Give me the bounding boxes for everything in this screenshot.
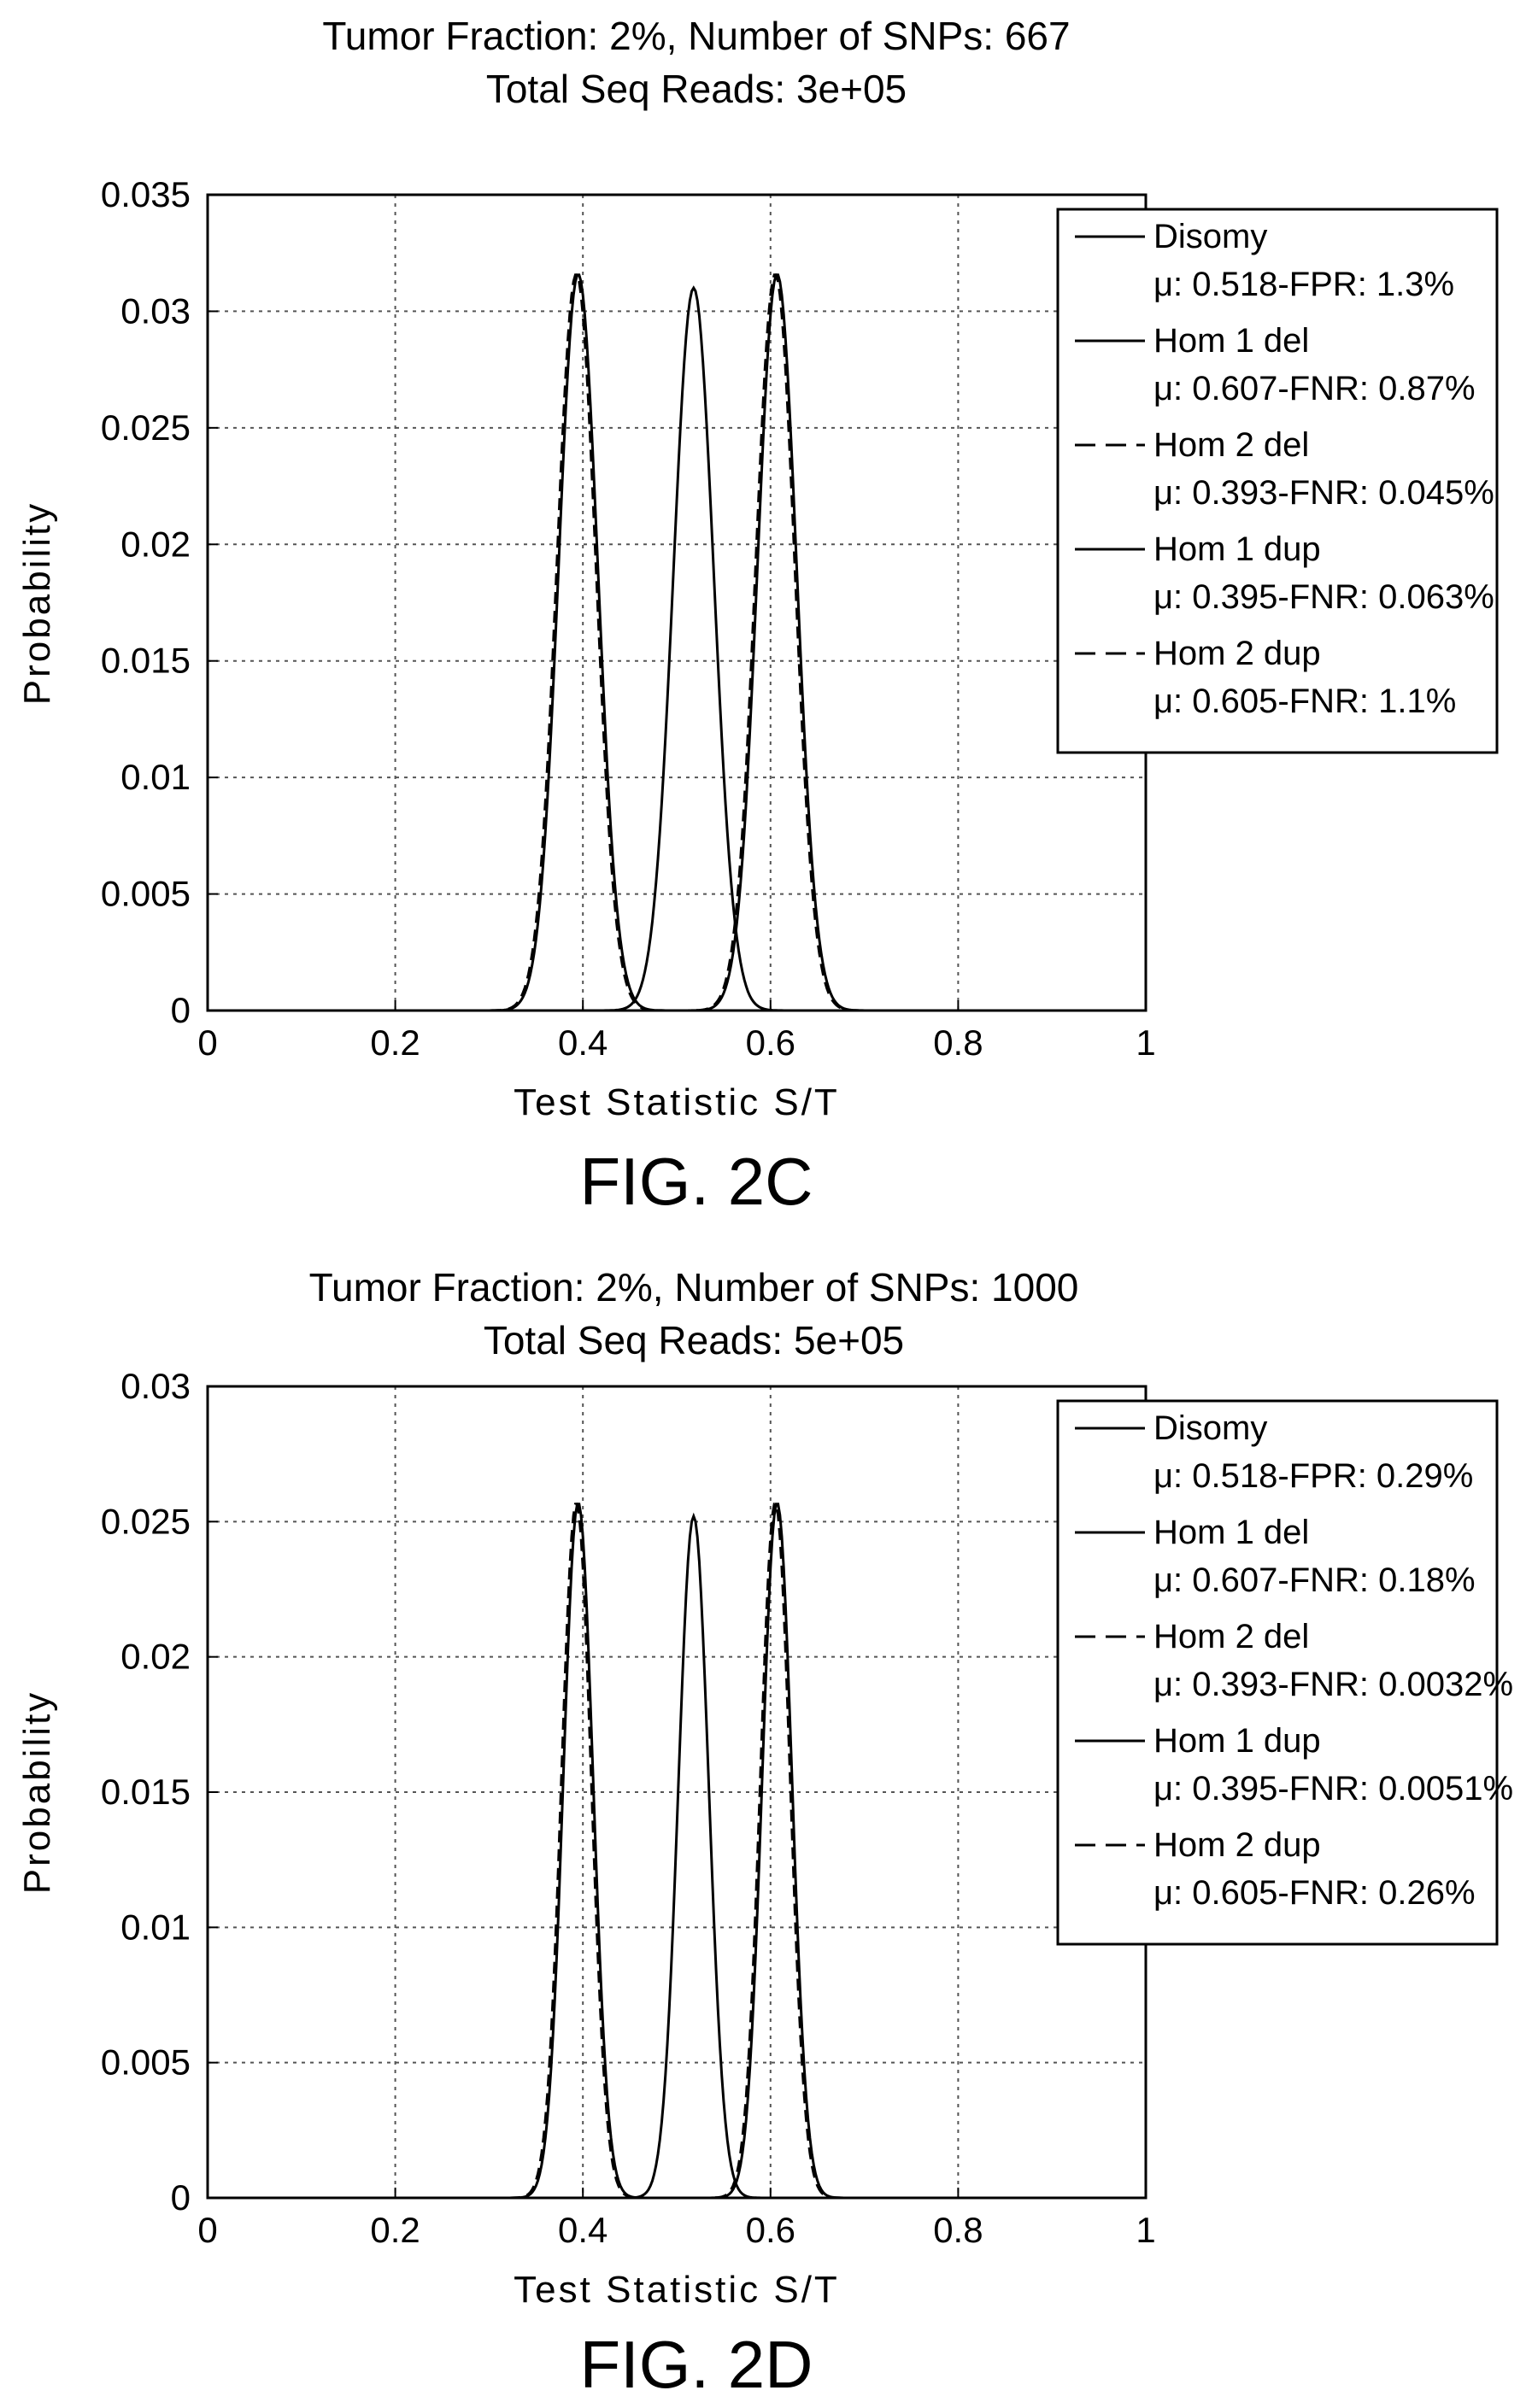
x-tick-label: 0 bbox=[197, 1022, 217, 1063]
legend-series-detail: μ: 0.605-FNR: 1.1% bbox=[1153, 683, 1456, 720]
legend: Disomy μ: 0.518-FPR: 0.29% Hom 1 del μ: 0.6… bbox=[1056, 1399, 1513, 1946]
legend-box bbox=[1056, 1399, 1499, 1946]
y-tick-label: 0.015 bbox=[101, 641, 191, 681]
legend-series-detail: μ: 0.395-FNR: 0.0051% bbox=[1153, 1770, 1513, 1807]
legend-series-name: Hom 2 del bbox=[1153, 1618, 1309, 1655]
legend-series-detail: μ: 0.605-FNR: 0.26% bbox=[1153, 1874, 1476, 1912]
legend-series-detail: μ: 0.395-FNR: 0.063% bbox=[1153, 578, 1494, 616]
y-tick-label: 0.02 bbox=[120, 524, 191, 564]
x-tick-label: 1 bbox=[1136, 2210, 1155, 2250]
y-axis-ticks: 0 0.005 0.01 0.015 0.02 0.025 0.03 bbox=[101, 1366, 218, 2218]
y-tick-label: 0 bbox=[171, 990, 191, 1030]
legend-series-name: Hom 2 del bbox=[1153, 426, 1309, 464]
figure-caption: FIG. 2D bbox=[579, 2327, 813, 2402]
y-tick-label: 0.005 bbox=[101, 874, 191, 914]
legend-entries: Disomy μ: 0.518-FPR: 1.3% Hom 1 del μ: 0.60… bbox=[1075, 218, 1494, 720]
series-line-hom-1-dup bbox=[208, 273, 1146, 1012]
y-tick-label: 0.005 bbox=[101, 2042, 191, 2083]
x-tick-label: 0.4 bbox=[558, 2210, 608, 2250]
x-tick-label: 0.8 bbox=[933, 1022, 983, 1063]
x-tick-label: 1 bbox=[1136, 1022, 1155, 1063]
legend-box bbox=[1056, 208, 1499, 754]
series-line-hom-2-del bbox=[208, 273, 1146, 1012]
x-tick-label: 0 bbox=[197, 2210, 217, 2250]
legend-series-name: Hom 2 dup bbox=[1153, 635, 1321, 672]
chart-subtitle: Total Seq Reads: 5e+05 bbox=[484, 1318, 904, 1362]
y-tick-label: 0.02 bbox=[120, 1637, 191, 1677]
y-tick-label: 0.035 bbox=[101, 174, 191, 214]
legend-series-detail: μ: 0.393-FNR: 0.0032% bbox=[1153, 1666, 1513, 1703]
legend-series-detail: μ: 0.607-FNR: 0.87% bbox=[1153, 370, 1476, 407]
y-tick-label: 0.03 bbox=[120, 1366, 191, 1406]
series-line-disomy bbox=[208, 285, 1146, 1012]
x-tick-label: 0.2 bbox=[370, 1022, 420, 1063]
chart-fig-2d: Tumor Fraction: 2%, Number of SNPs: 1000… bbox=[16, 1265, 1513, 2402]
chart-title: Tumor Fraction: 2%, Number of SNPs: 667 bbox=[322, 14, 1070, 58]
series-line-hom-1-del bbox=[208, 273, 1146, 1012]
y-tick-label: 0.01 bbox=[120, 757, 191, 797]
y-tick-label: 0.025 bbox=[101, 407, 191, 448]
y-tick-label: 0.025 bbox=[101, 1501, 191, 1541]
legend-series-name: Hom 1 dup bbox=[1153, 530, 1321, 568]
legend-entries: Disomy μ: 0.518-FPR: 0.29% Hom 1 del μ: 0.6… bbox=[1075, 1409, 1513, 1912]
grid-lines bbox=[208, 1386, 1146, 2198]
legend-series-detail: μ: 0.393-FNR: 0.045% bbox=[1153, 474, 1494, 512]
series-line-hom-2-dup bbox=[208, 273, 1146, 1012]
y-axis-label: Probability bbox=[16, 501, 58, 705]
figure-caption: FIG. 2C bbox=[579, 1144, 813, 1219]
legend: Disomy μ: 0.518-FPR: 1.3% Hom 1 del μ: 0.60… bbox=[1056, 208, 1499, 754]
series-curves bbox=[208, 1503, 1146, 2200]
legend-series-name: Disomy bbox=[1153, 218, 1267, 255]
legend-series-name: Hom 1 del bbox=[1153, 1514, 1309, 1551]
legend-series-name: Hom 2 dup bbox=[1153, 1826, 1321, 1864]
y-tick-label: 0 bbox=[171, 2177, 191, 2218]
chart-title: Tumor Fraction: 2%, Number of SNPs: 1000 bbox=[309, 1265, 1079, 1309]
x-axis-ticks: 0 0.2 0.4 0.6 0.8 1 bbox=[197, 2188, 1156, 2250]
x-tick-label: 0.6 bbox=[746, 1022, 795, 1063]
x-axis-label: Test Statistic S/T bbox=[514, 2269, 840, 2311]
x-tick-label: 0.6 bbox=[746, 2210, 795, 2250]
y-tick-label: 0.01 bbox=[120, 1907, 191, 1947]
chart-fig-2c: Tumor Fraction: 2%, Number of SNPs: 667 … bbox=[16, 14, 1499, 1219]
chart-subtitle: Total Seq Reads: 3e+05 bbox=[486, 67, 907, 111]
series-curves bbox=[208, 273, 1146, 1012]
legend-series-detail: μ: 0.607-FNR: 0.18% bbox=[1153, 1561, 1476, 1599]
legend-series-name: Hom 1 del bbox=[1153, 322, 1309, 360]
series-line-disomy bbox=[208, 1512, 1146, 2200]
legend-series-detail: μ: 0.518-FPR: 0.29% bbox=[1153, 1457, 1473, 1495]
y-tick-label: 0.03 bbox=[120, 290, 191, 331]
x-tick-label: 0.8 bbox=[933, 2210, 983, 2250]
grid-lines bbox=[208, 195, 1146, 1011]
legend-series-name: Hom 1 dup bbox=[1153, 1722, 1321, 1760]
y-tick-label: 0.015 bbox=[101, 1772, 191, 1812]
y-axis-ticks: 0 0.005 0.01 0.015 0.02 0.025 0.03 0.035 bbox=[101, 174, 218, 1030]
legend-series-detail: μ: 0.518-FPR: 1.3% bbox=[1153, 266, 1454, 303]
x-axis-ticks: 0 0.2 0.4 0.6 0.8 1 bbox=[197, 1000, 1156, 1063]
x-tick-label: 0.4 bbox=[558, 1022, 608, 1063]
plot-frame bbox=[206, 193, 1148, 1012]
x-axis-label: Test Statistic S/T bbox=[514, 1081, 840, 1123]
legend-series-name: Disomy bbox=[1153, 1409, 1267, 1447]
y-axis-label: Probability bbox=[16, 1690, 58, 1894]
x-tick-label: 0.2 bbox=[370, 2210, 420, 2250]
